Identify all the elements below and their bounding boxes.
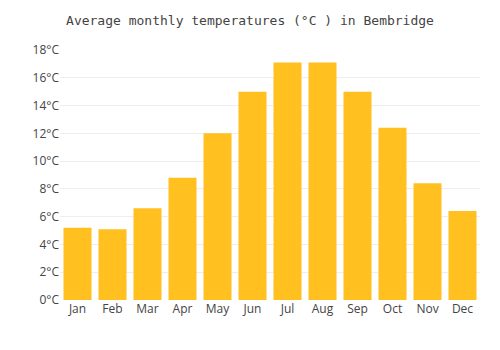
- svg-text:12°C: 12°C: [33, 125, 60, 142]
- svg-text:16°C: 16°C: [33, 69, 60, 86]
- svg-text:Jul: Jul: [280, 300, 295, 317]
- svg-text:Average monthly temperatures (: Average monthly temperatures (°C ) in Be…: [66, 13, 434, 28]
- svg-text:2°C: 2°C: [39, 263, 59, 280]
- svg-text:14°C: 14°C: [33, 97, 60, 114]
- svg-text:Jan: Jan: [68, 300, 86, 317]
- svg-text:May: May: [206, 300, 230, 317]
- svg-text:Apr: Apr: [173, 300, 193, 317]
- svg-text:Jun: Jun: [243, 300, 262, 317]
- svg-text:6°C: 6°C: [39, 208, 59, 225]
- svg-text:18°C: 18°C: [33, 41, 60, 58]
- svg-text:4°C: 4°C: [39, 236, 59, 253]
- svg-text:Sep: Sep: [347, 300, 368, 317]
- svg-text:Aug: Aug: [312, 300, 334, 317]
- svg-text:0°C: 0°C: [39, 291, 59, 308]
- svg-text:8°C: 8°C: [39, 180, 59, 197]
- svg-text:10°C: 10°C: [33, 152, 60, 169]
- svg-text:Mar: Mar: [136, 300, 158, 317]
- svg-text:Oct: Oct: [383, 300, 402, 317]
- svg-text:Dec: Dec: [452, 300, 473, 317]
- svg-text:Feb: Feb: [102, 300, 122, 317]
- svg-text:Nov: Nov: [416, 300, 438, 317]
